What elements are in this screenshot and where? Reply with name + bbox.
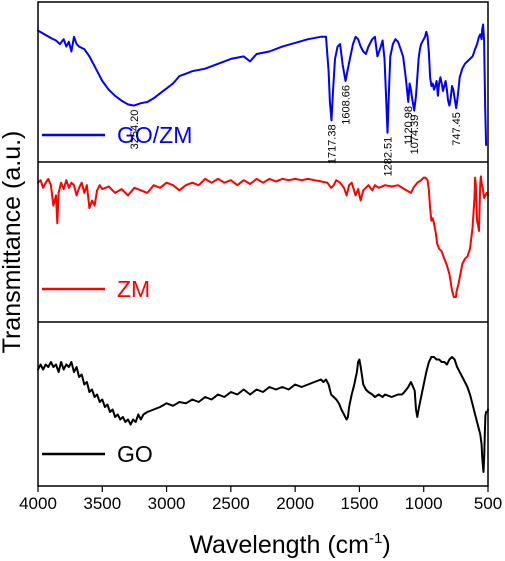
panel-frames xyxy=(37,1,489,487)
x-tick-label: 1000 xyxy=(405,494,443,513)
x-tick-label: 2500 xyxy=(212,494,250,513)
trace-go xyxy=(37,356,489,473)
peak-label: 1608.66 xyxy=(341,85,353,125)
peak-label: 1717.38 xyxy=(327,124,339,164)
x-axis-label-close: ) xyxy=(382,531,390,559)
legend-label-zm: ZM xyxy=(117,276,150,302)
legend-label-go: GO xyxy=(117,441,153,467)
x-axis-label: Wavelength (cm-1) xyxy=(189,530,390,559)
peak-label: 1074.39 xyxy=(409,115,421,155)
peak-label: 1282.51 xyxy=(382,137,394,177)
peak-label: 1120.98 xyxy=(403,106,415,145)
y-axis-label: Transmittance (a.u.) xyxy=(0,131,26,354)
x-axis-ticks: 4000 3500 3000 2500 2000 1500 1000 500 xyxy=(19,486,502,513)
x-axis-label-text: Wavelength (cm xyxy=(189,531,369,559)
x-tick-label: 4000 xyxy=(19,494,57,513)
peak-label: 747.45 xyxy=(451,112,463,146)
legend-label-go-zm: GO/ZM xyxy=(117,122,192,148)
x-axis-label-superscript: -1 xyxy=(369,530,382,547)
x-tick-label: 3000 xyxy=(148,494,186,513)
legend-group: GO/ZM ZM GO xyxy=(42,122,192,467)
spectra-traces xyxy=(37,23,489,473)
peak-label: 3254.20 xyxy=(129,110,141,150)
x-tick-label: 2000 xyxy=(276,494,314,513)
trace-go-zm xyxy=(37,23,488,146)
trace-zm xyxy=(37,175,489,298)
plot-frame xyxy=(37,1,489,487)
x-tick-label: 500 xyxy=(474,494,502,513)
x-tick-label: 3500 xyxy=(83,494,121,513)
x-tick-label: 1500 xyxy=(341,494,379,513)
